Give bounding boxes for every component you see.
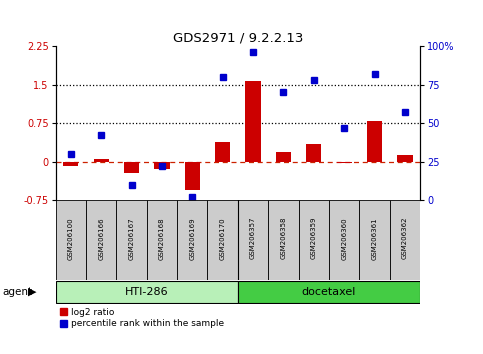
Text: GSM206169: GSM206169	[189, 217, 195, 259]
FancyBboxPatch shape	[359, 200, 390, 280]
Bar	[63, 161, 78, 166]
Bar	[306, 144, 322, 161]
Text: HTI-286: HTI-286	[125, 287, 169, 297]
FancyBboxPatch shape	[390, 200, 420, 280]
Legend: log2 ratio, percentile rank within the sample: log2 ratio, percentile rank within the s…	[60, 308, 224, 328]
Text: GSM206362: GSM206362	[402, 217, 408, 259]
Bar	[124, 161, 139, 173]
Bar	[185, 161, 200, 190]
Text: GSM206170: GSM206170	[220, 217, 226, 259]
FancyBboxPatch shape	[147, 200, 177, 280]
FancyBboxPatch shape	[56, 200, 86, 280]
Bar	[337, 161, 352, 162]
Text: GSM206357: GSM206357	[250, 217, 256, 259]
FancyBboxPatch shape	[268, 200, 298, 280]
Text: GSM206361: GSM206361	[371, 217, 378, 259]
FancyBboxPatch shape	[298, 200, 329, 280]
Bar	[245, 81, 261, 161]
FancyBboxPatch shape	[116, 200, 147, 280]
Bar	[94, 159, 109, 161]
Text: GSM206360: GSM206360	[341, 217, 347, 259]
Text: GSM206166: GSM206166	[98, 217, 104, 259]
Bar	[215, 142, 230, 161]
Text: GSM206358: GSM206358	[281, 217, 286, 259]
Bar	[398, 155, 412, 161]
Bar	[367, 121, 382, 161]
Text: agent: agent	[2, 287, 32, 297]
Text: GSM206359: GSM206359	[311, 217, 317, 259]
FancyBboxPatch shape	[177, 200, 208, 280]
Text: GSM206167: GSM206167	[128, 217, 135, 259]
Text: GDS2971 / 9.2.2.13: GDS2971 / 9.2.2.13	[173, 31, 303, 44]
Bar	[154, 161, 170, 169]
FancyBboxPatch shape	[56, 281, 238, 303]
Bar	[276, 152, 291, 161]
FancyBboxPatch shape	[329, 200, 359, 280]
FancyBboxPatch shape	[238, 281, 420, 303]
FancyBboxPatch shape	[238, 200, 268, 280]
Text: GSM206100: GSM206100	[68, 217, 74, 259]
FancyBboxPatch shape	[86, 200, 116, 280]
Text: GSM206168: GSM206168	[159, 217, 165, 259]
Text: docetaxel: docetaxel	[302, 287, 356, 297]
FancyBboxPatch shape	[208, 200, 238, 280]
Text: ▶: ▶	[28, 287, 37, 297]
